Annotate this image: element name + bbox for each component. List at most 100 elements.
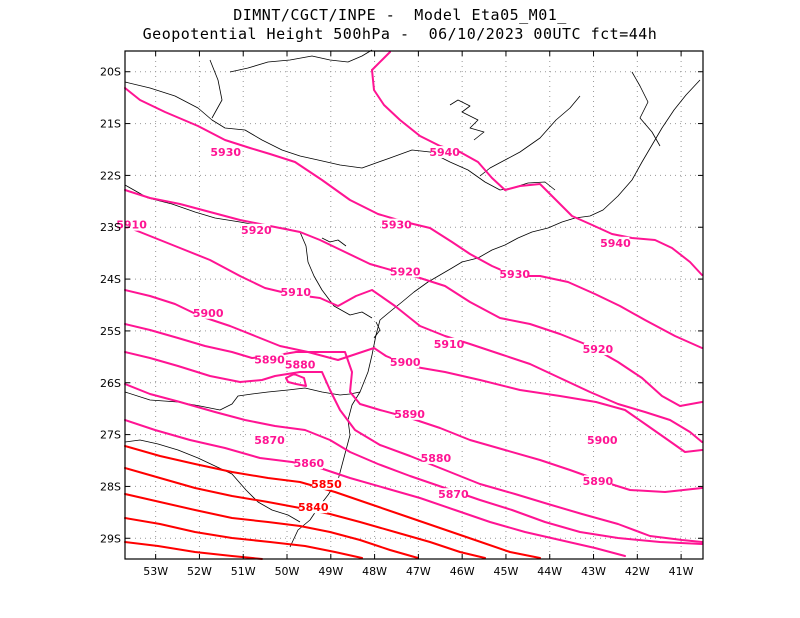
contour-label: 5940 (600, 237, 631, 250)
lat-tick-label: 27S (100, 429, 121, 442)
lat-tick-label: 22S (100, 169, 121, 182)
contour-5900 (124, 289, 703, 453)
contour-label: 5870 (254, 434, 285, 447)
state-border-mg-rj (479, 95, 581, 177)
contour-label: 5910 (434, 338, 465, 351)
state-border-ms-sp (209, 59, 223, 119)
lat-tick-label: 20S (100, 66, 121, 79)
lon-tick-label: 47W (406, 565, 431, 578)
contour-label: 5860 (294, 457, 325, 470)
contour-label-background (211, 146, 240, 159)
map-frame (124, 50, 704, 560)
contour-label: 5900 (193, 307, 224, 320)
state-border-go-mg (229, 49, 373, 73)
contour-5930 (124, 87, 703, 349)
contour-label-background (391, 356, 420, 369)
contour-label: 5850 (311, 478, 342, 491)
contour-label: 5880 (285, 359, 316, 372)
contour-label-background (382, 218, 411, 231)
contour-label: 5900 (587, 434, 618, 447)
island-sc (373, 321, 381, 339)
contour-label-background (588, 433, 617, 446)
contour-label: 5940 (429, 146, 460, 159)
lon-tick-label: 42W (625, 565, 650, 578)
lon-tick-label: 53W (143, 565, 168, 578)
contour-label-background (435, 337, 464, 350)
state-border-sp-mg (124, 81, 556, 191)
contour-label-background (430, 146, 459, 159)
contour-label-background (439, 488, 468, 501)
contour-label: 5840 (298, 501, 329, 514)
contour-5940-east (371, 69, 703, 276)
contour-label-background (395, 407, 424, 420)
contour-label-background (255, 433, 284, 446)
chart-subtitle: Geopotential Height 500hPa - 06/10/2023 … (142, 25, 658, 43)
contour-label: 5910 (116, 219, 147, 232)
state-border-sc-rs (124, 439, 301, 523)
lon-tick-label: 44W (537, 565, 562, 578)
contour-5870 (124, 383, 703, 545)
contour-label-background (391, 265, 420, 278)
lat-tick-label: 23S (100, 221, 121, 234)
contour-label: 5930 (381, 219, 412, 232)
lon-tick-label: 48W (362, 565, 387, 578)
contour-label: 5890 (583, 475, 614, 488)
contour-label-background (601, 236, 630, 249)
contour-label: 5920 (583, 343, 614, 356)
contour-5910 (124, 225, 703, 443)
lon-tick-label: 49W (318, 565, 343, 578)
contour-5920 (124, 189, 703, 407)
contour-5860 (124, 419, 626, 557)
contour-label: 5890 (254, 353, 285, 366)
contour-5850 (124, 445, 541, 559)
contour-label: 5920 (241, 224, 272, 237)
contour-label: 5920 (390, 265, 421, 278)
lat-tick-label: 25S (100, 325, 121, 338)
contour-label-background (421, 451, 450, 464)
contour-label: 5930 (499, 268, 530, 281)
reservoir-furnas (449, 99, 485, 141)
contour-label-background (255, 353, 284, 366)
axes: 20S 21S 22S 23S 24S 25S 26S 27S 28S 29S 53W 52W 51W 5… (100, 51, 703, 578)
lon-tick-label: 50W (275, 565, 300, 578)
coastline (289, 79, 701, 548)
contour-label: 5930 (210, 146, 241, 159)
contour-labels: 5940 5940 5930 5930 5930 5920 5920 5920 5910 5910… (116, 146, 631, 514)
lat-tick-label: 26S (100, 377, 121, 390)
lat-tick-label: 28S (100, 480, 121, 493)
border-mg-es (631, 71, 661, 147)
political-borders (124, 49, 701, 548)
contour-label-background (583, 475, 612, 488)
lon-tick-label: 51W (231, 565, 256, 578)
contour-5810 (124, 541, 263, 560)
contour-5880-closed (285, 373, 307, 387)
contour-label-background (242, 223, 271, 236)
lon-tick-label: 52W (187, 565, 212, 578)
contour-label: 5870 (438, 488, 469, 501)
lat-tick-label: 24S (100, 273, 121, 286)
contour-5880 (124, 351, 703, 543)
state-border-pr-sc (124, 387, 361, 411)
contour-label-background (500, 267, 529, 280)
contour-label-background (299, 501, 328, 514)
lon-tick-label: 43W (581, 565, 606, 578)
contour-label-background (286, 358, 315, 371)
reservoir-sp (321, 237, 347, 247)
contour-label-background (281, 286, 310, 299)
contour-5820 (124, 517, 363, 559)
lon-tick-label: 46W (450, 565, 475, 578)
contour-label: 5910 (280, 286, 311, 299)
contour-label: 5890 (394, 408, 425, 421)
chart-title: DIMNT/CGCT/INPE - Model Eta05_M01_ (233, 6, 567, 24)
contour-5890 (124, 323, 703, 493)
contour-label: 5900 (390, 356, 421, 369)
state-border-pr-sp (124, 184, 373, 319)
lat-tick-label: 21S (100, 118, 121, 131)
lon-tick-label: 45W (494, 565, 519, 578)
lon-tick-label: 41W (669, 565, 694, 578)
lat-tick-label: 29S (100, 532, 121, 545)
contour-label: 5880 (421, 452, 452, 465)
contour-5940-north (371, 51, 391, 71)
contour-label-background (294, 457, 323, 470)
